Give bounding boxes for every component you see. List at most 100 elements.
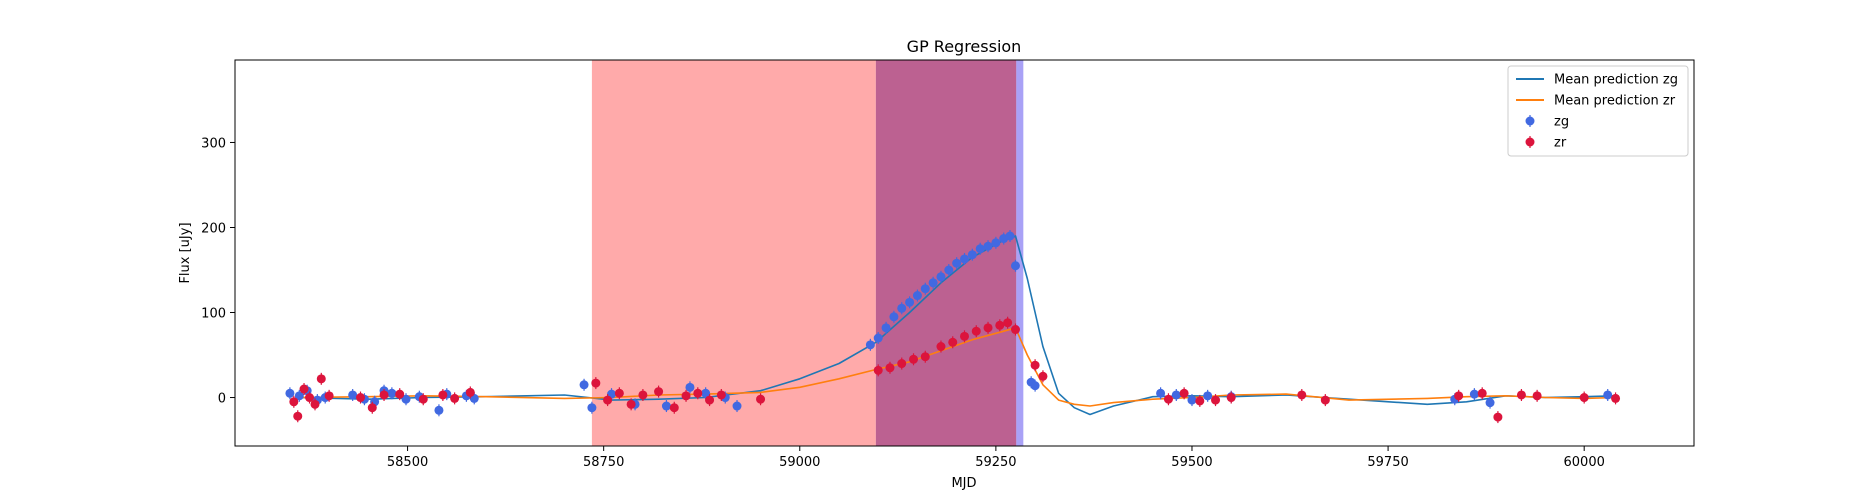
y-axis: 0 100 200 300	[201, 136, 235, 407]
data-point	[865, 340, 875, 350]
data-point	[1195, 396, 1205, 406]
data-point	[920, 352, 930, 362]
data-point	[310, 399, 320, 409]
data-point	[705, 395, 715, 405]
data-point	[324, 391, 334, 401]
y-tick-label: 200	[201, 221, 226, 236]
data-point	[1603, 390, 1613, 400]
data-point	[587, 403, 597, 413]
data-point	[873, 365, 883, 375]
data-point	[434, 405, 444, 415]
shaded-region	[875, 60, 1017, 446]
data-point	[1163, 394, 1173, 404]
data-point	[960, 254, 969, 264]
x-tick-label: 58500	[387, 455, 428, 470]
data-point	[885, 363, 895, 373]
data-point	[995, 320, 1005, 330]
data-point	[450, 393, 460, 403]
data-point	[1203, 391, 1213, 401]
data-point	[638, 390, 648, 400]
y-tick-label: 300	[201, 136, 226, 151]
data-point	[465, 387, 475, 397]
data-point	[1532, 391, 1542, 401]
data-point	[626, 399, 636, 409]
shaded-regions	[591, 60, 1024, 446]
data-point	[1516, 390, 1526, 400]
chart-title: GP Regression	[907, 37, 1022, 56]
data-point	[387, 388, 397, 398]
data-point	[603, 395, 613, 405]
data-point	[614, 388, 624, 398]
data-point	[1226, 393, 1236, 403]
shaded-region	[591, 60, 876, 446]
data-point	[579, 380, 589, 390]
data-point	[897, 303, 907, 313]
plot-points	[285, 229, 1621, 424]
legend-label: Mean prediction zr	[1554, 94, 1676, 109]
data-point	[936, 272, 946, 282]
y-tick-label: 0	[218, 392, 226, 407]
data-point	[960, 331, 969, 341]
x-tick-label: 59500	[1171, 455, 1212, 470]
legend-box	[1507, 65, 1689, 157]
data-point	[348, 390, 358, 400]
data-point	[909, 354, 919, 364]
data-point	[1010, 325, 1020, 335]
data-point	[395, 389, 405, 399]
data-point	[1003, 318, 1013, 328]
data-point	[1171, 390, 1181, 400]
x-tick-label: 58750	[583, 455, 624, 470]
data-point	[1297, 390, 1307, 400]
legend-label: zg	[1554, 115, 1569, 130]
data-point	[661, 401, 671, 411]
data-point	[975, 244, 985, 254]
data-point	[983, 323, 993, 333]
data-point	[591, 378, 601, 388]
data-point	[1030, 360, 1040, 370]
data-point	[379, 390, 389, 400]
data-point	[983, 241, 993, 251]
plot-frame	[234, 59, 1695, 447]
data-point	[1454, 391, 1464, 401]
data-point	[1469, 389, 1479, 399]
data-point	[1611, 393, 1621, 403]
legend-point-marker	[1525, 116, 1535, 126]
data-point	[294, 391, 304, 401]
data-point	[897, 359, 907, 369]
y-tick-label: 100	[201, 307, 226, 322]
data-point	[944, 265, 954, 275]
legend: Mean prediction zg Mean prediction zr zg zr	[1507, 65, 1689, 157]
data-point	[418, 394, 428, 404]
data-point	[367, 403, 377, 413]
data-point	[912, 291, 922, 301]
data-point	[356, 393, 366, 403]
data-point	[873, 333, 883, 343]
data-point	[1493, 412, 1503, 422]
data-point	[681, 391, 691, 401]
data-point	[1485, 398, 1495, 408]
legend-point-marker	[1525, 137, 1535, 147]
x-tick-label: 59000	[779, 455, 820, 470]
data-point	[401, 394, 411, 404]
data-point	[289, 397, 299, 407]
data-point	[1030, 381, 1040, 391]
legend-label: zr	[1554, 136, 1567, 151]
data-point	[920, 284, 930, 294]
data-point	[1187, 395, 1197, 405]
data-point	[905, 297, 915, 307]
x-axis: 58500 58750 59000 59250 59500 59750 60000	[387, 446, 1605, 470]
data-point	[1179, 388, 1189, 398]
data-point	[936, 342, 946, 352]
data-point	[438, 390, 448, 400]
data-point	[316, 374, 326, 384]
data-point	[952, 258, 962, 268]
data-point	[889, 312, 899, 322]
data-point	[948, 337, 958, 347]
data-point	[654, 387, 664, 397]
data-point	[669, 403, 679, 413]
data-point	[967, 250, 977, 260]
data-point	[756, 394, 766, 404]
legend-label: Mean prediction zg	[1554, 73, 1678, 88]
data-point	[293, 411, 303, 421]
